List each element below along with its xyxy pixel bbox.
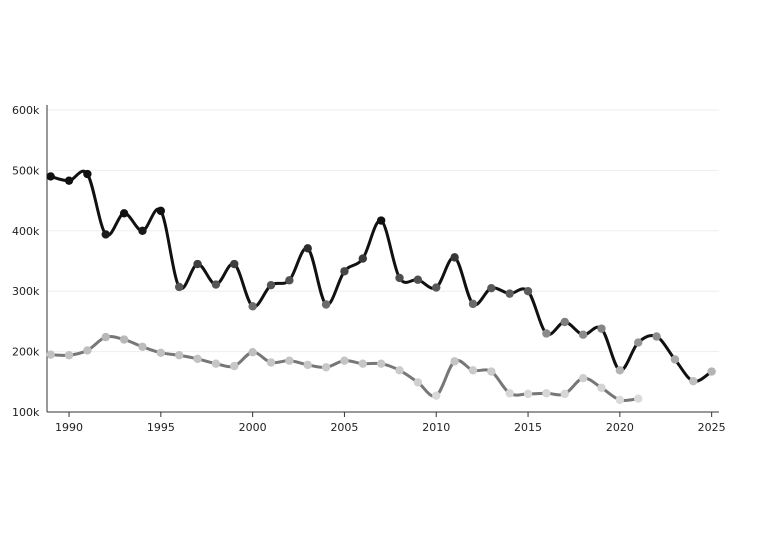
data-point[interactable] [634, 338, 643, 347]
data-point[interactable] [174, 351, 184, 360]
data-point[interactable] [597, 383, 606, 393]
data-point[interactable] [230, 361, 239, 371]
data-point[interactable] [413, 275, 423, 284]
data-point[interactable] [615, 366, 625, 375]
data-point[interactable] [248, 348, 257, 357]
y-tick-label: 500k [12, 164, 40, 177]
data-point[interactable] [450, 357, 459, 366]
data-point[interactable] [174, 282, 184, 292]
data-point[interactable] [578, 330, 588, 339]
data-point[interactable] [358, 359, 368, 368]
y-tick-label: 600k [12, 104, 40, 117]
data-point[interactable] [432, 391, 441, 400]
x-tick-label: 2015 [514, 421, 542, 434]
data-point[interactable] [340, 356, 349, 365]
data-point[interactable] [634, 394, 643, 403]
data-point[interactable] [358, 254, 368, 263]
series-2 [46, 332, 643, 405]
data-point[interactable] [211, 280, 221, 289]
y-tick-label: 400k [12, 225, 40, 238]
y-tick-label: 300k [12, 285, 40, 298]
data-point[interactable] [413, 378, 423, 387]
data-point[interactable] [689, 376, 698, 386]
x-tick-label: 2020 [606, 421, 634, 434]
y-tick-label: 100k [12, 406, 40, 419]
data-point[interactable] [285, 356, 294, 365]
axes [46, 105, 719, 413]
data-point[interactable] [615, 395, 625, 405]
data-point[interactable] [156, 348, 166, 358]
data-point[interactable] [303, 244, 312, 253]
data-point[interactable] [340, 267, 349, 276]
data-point[interactable] [266, 358, 276, 367]
data-point[interactable] [156, 206, 166, 216]
data-point[interactable] [101, 230, 110, 239]
data-point[interactable] [450, 253, 459, 262]
data-point[interactable] [505, 289, 514, 298]
x-tick-label: 2000 [239, 421, 267, 434]
data-point[interactable] [578, 373, 588, 383]
data-point[interactable] [432, 283, 441, 292]
data-point[interactable] [101, 332, 110, 342]
x-tick-label: 2025 [698, 421, 726, 434]
data-point[interactable] [193, 259, 202, 269]
data-point[interactable] [303, 360, 312, 370]
data-point[interactable] [707, 367, 716, 376]
x-tick-label: 2010 [422, 421, 450, 434]
data-point[interactable] [138, 342, 147, 351]
data-point[interactable] [542, 389, 551, 398]
data-point[interactable] [321, 363, 331, 372]
data-point[interactable] [285, 276, 294, 285]
x-tick-label: 2005 [330, 421, 358, 434]
data-point[interactable] [266, 280, 276, 290]
data-point[interactable] [119, 209, 129, 218]
data-point[interactable] [487, 367, 496, 376]
data-point[interactable] [560, 317, 569, 327]
data-point[interactable] [670, 355, 680, 364]
data-point[interactable] [560, 389, 569, 399]
data-point[interactable] [652, 332, 661, 341]
data-point[interactable] [46, 350, 55, 359]
data-point[interactable] [523, 389, 533, 399]
x-axis-ticks: 1990 1995 2000 2005 2010 2015 2020 2025 [55, 412, 726, 434]
data-point[interactable] [597, 324, 606, 333]
data-point[interactable] [46, 172, 55, 181]
data-point[interactable] [230, 259, 239, 269]
data-point[interactable] [542, 329, 551, 338]
data-point[interactable] [523, 287, 533, 296]
data-point[interactable] [376, 359, 386, 368]
data-point[interactable] [376, 216, 386, 225]
series-1 [46, 169, 716, 386]
data-point[interactable] [468, 366, 478, 375]
x-tick-label: 1995 [147, 421, 175, 434]
data-point[interactable] [83, 169, 92, 179]
series-group [46, 169, 716, 405]
y-tick-label: 200k [12, 346, 40, 359]
data-point[interactable] [138, 226, 147, 235]
data-point[interactable] [248, 302, 257, 311]
gridlines [47, 109, 719, 353]
data-point[interactable] [64, 176, 74, 185]
data-point[interactable] [64, 351, 74, 360]
data-point[interactable] [211, 359, 221, 368]
y-axis-ticks: 100k 200k 300k 400k 500k 600k [12, 104, 40, 419]
data-point[interactable] [119, 335, 129, 344]
data-point[interactable] [487, 283, 496, 293]
data-point[interactable] [321, 300, 331, 309]
data-point[interactable] [193, 354, 202, 364]
data-point[interactable] [395, 366, 404, 375]
x-tick-label: 1990 [55, 421, 83, 434]
data-point[interactable] [468, 299, 478, 309]
data-point[interactable] [505, 389, 514, 398]
data-point[interactable] [83, 346, 92, 355]
data-point[interactable] [395, 273, 404, 283]
